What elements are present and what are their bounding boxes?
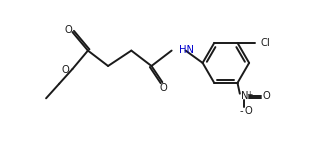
Text: O: O: [262, 91, 270, 101]
Text: Cl: Cl: [261, 38, 271, 48]
Text: +: +: [246, 90, 252, 99]
Text: O: O: [65, 25, 72, 35]
Text: N: N: [241, 91, 248, 101]
Text: HN: HN: [179, 45, 194, 55]
Text: -: -: [240, 106, 243, 116]
Text: O: O: [62, 65, 69, 75]
Text: O: O: [160, 83, 168, 93]
Text: O: O: [244, 106, 252, 116]
